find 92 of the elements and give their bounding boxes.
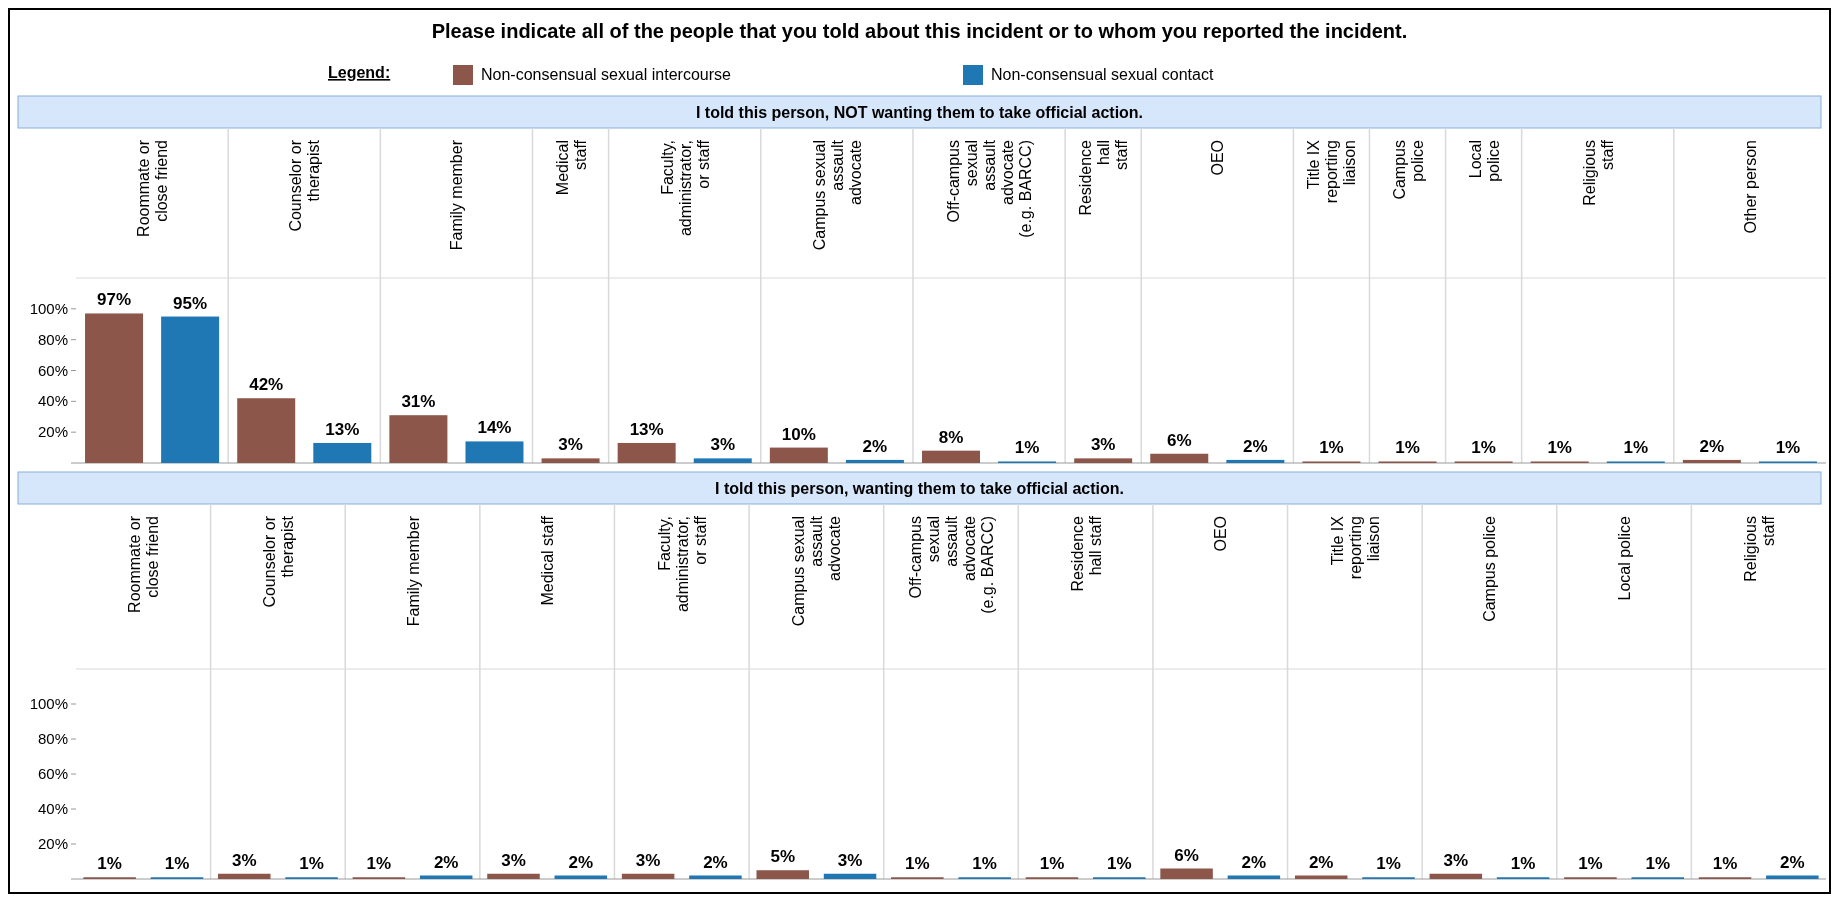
y-tick-label: 60% <box>37 361 68 379</box>
data-label: 1% <box>1623 438 1649 458</box>
data-label: 3% <box>1090 435 1116 455</box>
x-tick-label: Counselor or therapist <box>287 139 323 232</box>
x-tick-label: OEO <box>1212 516 1230 552</box>
y-tick-label: 100% <box>29 299 68 317</box>
data-label: 2% <box>1241 852 1267 872</box>
x-tick-label: Medical staff <box>539 515 557 606</box>
data-label: 8% <box>938 427 964 447</box>
x-tick-label: OEO <box>1209 140 1227 176</box>
data-label: 3% <box>231 850 257 870</box>
y-tick-label: 20% <box>37 835 68 852</box>
data-label: 1% <box>1319 438 1344 458</box>
data-label: 31% <box>401 392 436 412</box>
x-tick-label: Faculty, administrator, or staff <box>658 139 712 237</box>
legend-label: Non-consensual sexual intercourse <box>481 66 732 83</box>
x-tick-label: Religious staff <box>1741 515 1777 582</box>
y-tick-label: 40% <box>37 392 68 410</box>
data-label: 2% <box>703 852 728 872</box>
data-label: 13% <box>629 419 664 439</box>
data-label: 3% <box>501 850 526 870</box>
x-tick-label: Local police <box>1466 139 1502 182</box>
x-tick-label: Title IX reporting liaison <box>1328 515 1382 580</box>
data-label: 1% <box>1471 438 1496 458</box>
x-tick-label: Counselor or therapist <box>260 515 296 608</box>
x-tick-label: Off-campus sexual assault advocate (e.g. BARCC) <box>907 515 996 614</box>
legend-label: Non-consensual sexual contact <box>991 66 1214 83</box>
data-label: 1% <box>1376 854 1401 874</box>
x-tick-label: Roommate or close friend <box>126 515 162 613</box>
data-label: 2% <box>1243 436 1268 456</box>
data-label: 6% <box>1174 845 1199 865</box>
x-tick-label: Medical staff <box>553 139 589 196</box>
data-label: 2% <box>862 436 888 456</box>
data-label: 2% <box>1780 852 1805 872</box>
data-label: 1% <box>905 854 930 874</box>
x-tick-label: Campus sexual assault advocate <box>810 139 864 251</box>
chart-title: Please indicate all of the people that you told about this incident or to whom you reported the incident. <box>431 20 1408 42</box>
x-tick-label: Residence hall staff <box>1077 139 1131 216</box>
chart-title: I told this person, wanting them to take official action. <box>715 480 1124 497</box>
x-tick-label: Campus police <box>1390 139 1426 200</box>
x-tick-label: Family member <box>404 515 422 627</box>
data-label: 1% <box>1645 854 1671 874</box>
data-label: 3% <box>1443 850 1469 870</box>
data-label: 1% <box>1510 854 1536 874</box>
x-tick-label: Faculty, administrator, or staff <box>655 515 709 613</box>
x-tick-label: Off-campus sexual assault advocate (e.g. BARCC) <box>945 139 1035 238</box>
data-label: 1% <box>972 854 997 874</box>
data-label: 1% <box>1712 854 1738 874</box>
y-tick-label: 100% <box>29 695 68 712</box>
legend-title: Legend: <box>328 64 391 81</box>
data-label: 1% <box>97 854 122 874</box>
data-label: 3% <box>558 435 583 455</box>
x-tick-label: Other person <box>1741 140 1759 234</box>
data-label: 1% <box>1014 438 1040 458</box>
data-label: 13% <box>325 419 360 439</box>
data-label: 6% <box>1166 430 1192 450</box>
data-label: 3% <box>837 850 863 870</box>
data-label: 97% <box>97 290 132 310</box>
y-tick-label: 40% <box>37 800 68 817</box>
data-label: 2% <box>1699 436 1725 456</box>
data-label: 3% <box>635 850 661 870</box>
data-label: 1% <box>299 854 324 874</box>
data-label: 1% <box>1547 438 1572 458</box>
x-tick-label: Campus sexual assault advocate <box>790 515 844 627</box>
x-tick-label: Local police <box>1616 515 1634 601</box>
data-label: 1% <box>1578 854 1603 874</box>
x-tick-label: Religious staff <box>1580 139 1616 206</box>
data-label: 1% <box>164 854 190 874</box>
data-label: 1% <box>1039 854 1065 874</box>
data-label: 1% <box>1395 438 1420 458</box>
data-label: 2% <box>568 852 594 872</box>
chart-subtitle: I told this person, NOT wanting them to take official action. <box>695 104 1144 121</box>
x-tick-label: Residence hall staff <box>1068 515 1104 592</box>
data-label: 1% <box>1106 854 1132 874</box>
x-tick-label: Title IX reporting liaison <box>1305 139 1359 204</box>
x-tick-label: Campus police <box>1481 515 1499 622</box>
x-tick-label: Family member <box>448 139 466 251</box>
data-label: 95% <box>173 293 208 313</box>
data-label: 1% <box>366 854 392 874</box>
x-tick-label: Roommate or close friend <box>135 139 171 237</box>
data-label: 2% <box>1308 852 1334 872</box>
y-tick-label: 20% <box>37 423 68 441</box>
data-label: 3% <box>710 435 736 455</box>
y-tick-label: 60% <box>37 765 68 782</box>
y-tick-label: 80% <box>37 330 68 348</box>
y-tick-label: 80% <box>37 730 68 747</box>
data-label: 14% <box>477 418 512 438</box>
data-label: 5% <box>770 847 796 867</box>
data-label: 2% <box>433 852 459 872</box>
data-label: 1% <box>1775 438 1801 458</box>
data-label: 10% <box>781 424 816 444</box>
data-label: 42% <box>249 375 284 395</box>
